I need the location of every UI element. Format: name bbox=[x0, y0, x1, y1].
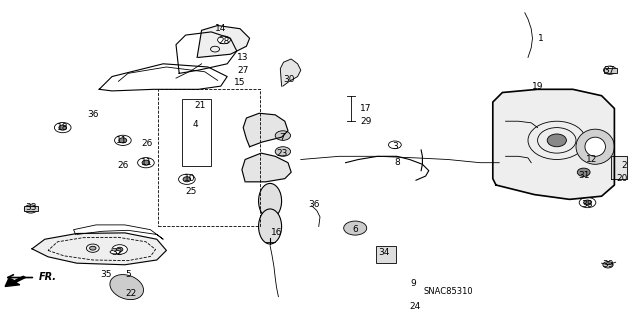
Text: 7: 7 bbox=[279, 133, 284, 142]
Text: 21: 21 bbox=[195, 101, 206, 110]
Ellipse shape bbox=[585, 137, 605, 156]
Text: 11: 11 bbox=[116, 136, 127, 145]
Text: 18: 18 bbox=[57, 123, 68, 132]
Polygon shape bbox=[611, 156, 627, 179]
Text: 35: 35 bbox=[100, 270, 111, 279]
Text: 37: 37 bbox=[604, 66, 615, 75]
Text: 25: 25 bbox=[185, 187, 196, 196]
Text: 4: 4 bbox=[193, 120, 198, 129]
Text: 27: 27 bbox=[237, 66, 249, 75]
Ellipse shape bbox=[142, 160, 150, 165]
Text: 15: 15 bbox=[234, 78, 246, 87]
Text: 8: 8 bbox=[394, 158, 399, 167]
Ellipse shape bbox=[110, 275, 143, 300]
Ellipse shape bbox=[259, 209, 282, 244]
Ellipse shape bbox=[24, 205, 37, 213]
Bar bbox=[24, 206, 38, 211]
Ellipse shape bbox=[218, 36, 230, 44]
Ellipse shape bbox=[275, 131, 291, 140]
Text: 28: 28 bbox=[218, 37, 230, 46]
Text: 31: 31 bbox=[578, 171, 589, 180]
Ellipse shape bbox=[344, 221, 367, 235]
Text: 23: 23 bbox=[276, 149, 287, 158]
Text: 3: 3 bbox=[393, 142, 398, 151]
Ellipse shape bbox=[604, 66, 616, 74]
Ellipse shape bbox=[579, 197, 596, 208]
Text: 12: 12 bbox=[586, 155, 598, 164]
Ellipse shape bbox=[119, 138, 127, 143]
Text: 36: 36 bbox=[87, 110, 99, 119]
Ellipse shape bbox=[259, 183, 282, 219]
Text: 5: 5 bbox=[125, 270, 131, 279]
Bar bbox=[376, 246, 396, 263]
Ellipse shape bbox=[275, 147, 291, 156]
Text: 19: 19 bbox=[532, 82, 543, 91]
Text: 11: 11 bbox=[141, 158, 153, 167]
Ellipse shape bbox=[179, 174, 195, 184]
Bar bbox=[182, 99, 211, 166]
Text: 1: 1 bbox=[538, 34, 543, 43]
Ellipse shape bbox=[54, 122, 71, 133]
Polygon shape bbox=[493, 89, 614, 199]
Text: 24: 24 bbox=[409, 302, 420, 311]
Polygon shape bbox=[242, 153, 291, 182]
Text: 38: 38 bbox=[582, 200, 593, 209]
Text: FR.: FR. bbox=[38, 272, 56, 282]
Ellipse shape bbox=[603, 262, 613, 268]
Ellipse shape bbox=[110, 250, 120, 254]
Ellipse shape bbox=[112, 245, 127, 254]
Polygon shape bbox=[197, 26, 250, 57]
Text: SNAC85310: SNAC85310 bbox=[423, 287, 473, 296]
Text: 36: 36 bbox=[308, 200, 319, 209]
Ellipse shape bbox=[138, 158, 154, 168]
Text: 30: 30 bbox=[284, 75, 295, 84]
Text: 33: 33 bbox=[25, 203, 36, 212]
Ellipse shape bbox=[388, 141, 401, 149]
Text: 13: 13 bbox=[237, 53, 249, 62]
Text: 16: 16 bbox=[271, 228, 282, 237]
Ellipse shape bbox=[547, 134, 566, 147]
Text: 34: 34 bbox=[378, 248, 390, 256]
Ellipse shape bbox=[115, 135, 131, 145]
Text: 22: 22 bbox=[125, 289, 137, 298]
Text: 39: 39 bbox=[602, 260, 614, 269]
Text: 26: 26 bbox=[117, 161, 129, 170]
Ellipse shape bbox=[577, 168, 590, 176]
Ellipse shape bbox=[116, 247, 123, 252]
Text: 17: 17 bbox=[360, 104, 372, 113]
Text: 9: 9 bbox=[410, 279, 415, 288]
Text: 6: 6 bbox=[353, 225, 358, 234]
Ellipse shape bbox=[59, 125, 67, 130]
Text: 20: 20 bbox=[616, 174, 628, 183]
Text: 32: 32 bbox=[111, 248, 123, 256]
Text: 2: 2 bbox=[621, 161, 627, 170]
Polygon shape bbox=[280, 59, 301, 86]
Ellipse shape bbox=[90, 246, 96, 250]
Text: 26: 26 bbox=[141, 139, 153, 148]
Text: 14: 14 bbox=[215, 24, 227, 33]
Text: 10: 10 bbox=[184, 174, 196, 183]
Ellipse shape bbox=[584, 200, 591, 205]
Ellipse shape bbox=[183, 177, 191, 182]
Polygon shape bbox=[243, 113, 288, 147]
Polygon shape bbox=[32, 233, 166, 265]
FancyArrow shape bbox=[5, 276, 26, 286]
Text: 29: 29 bbox=[360, 117, 372, 126]
Bar bbox=[604, 68, 617, 73]
Ellipse shape bbox=[576, 129, 614, 164]
